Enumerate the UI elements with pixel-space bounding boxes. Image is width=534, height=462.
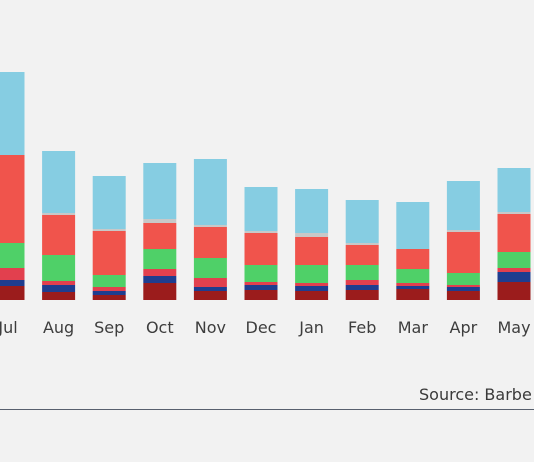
bar-segment-sep-3 — [92, 275, 126, 287]
bar-segment-sep-2 — [92, 287, 126, 291]
bar-segment-sep-6 — [92, 176, 126, 229]
x-tick-label-feb: Feb — [348, 318, 376, 337]
source-note: Source: Barbe — [419, 385, 532, 404]
bar-segment-feb-6 — [345, 200, 379, 243]
bar-segment-oct-3 — [143, 249, 177, 269]
bar-segment-apr-5 — [446, 230, 480, 232]
bar-segment-jul-6 — [0, 72, 25, 155]
bar-segment-nov-2 — [193, 278, 227, 287]
bar-segment-dec-3 — [244, 265, 278, 282]
bar-segment-feb-5 — [345, 243, 379, 245]
bar-segment-dec-2 — [244, 282, 278, 285]
x-tick-label-apr: Apr — [450, 318, 478, 337]
bar-segment-oct-5 — [143, 219, 177, 223]
bar-segment-mar-3 — [396, 269, 430, 283]
bar-segment-aug-6 — [42, 151, 76, 213]
x-tick-label-may: May — [497, 318, 530, 337]
bar-segment-mar-6 — [396, 202, 430, 249]
bar-segment-nov-5 — [193, 225, 227, 227]
bar-segment-mar-4 — [396, 249, 430, 269]
bar-segment-nov-4 — [193, 227, 227, 258]
bar-segment-dec-4 — [244, 233, 278, 265]
bar-segment-may-0 — [497, 282, 531, 300]
bar-segment-oct-4 — [143, 223, 177, 249]
bar-segment-may-4 — [497, 214, 531, 252]
footer-divider — [0, 409, 534, 410]
bar-segment-oct-2 — [143, 269, 177, 276]
bar-segment-aug-1 — [42, 285, 76, 292]
bar-segment-feb-0 — [345, 290, 379, 300]
bar-segment-jan-4 — [295, 237, 329, 265]
bar-segment-aug-0 — [42, 292, 76, 300]
bar-segment-may-3 — [497, 252, 531, 268]
bar-segment-nov-0 — [193, 291, 227, 300]
x-tick-label-dec: Dec — [246, 318, 277, 337]
bar-segment-feb-4 — [345, 245, 379, 265]
bar-segment-feb-2 — [345, 280, 379, 285]
x-tick-label-nov: Nov — [195, 318, 226, 337]
bar-segment-nov-1 — [193, 287, 227, 291]
bar-segment-apr-4 — [446, 232, 480, 273]
bar-segment-apr-3 — [446, 273, 480, 285]
x-tick-label-jul: Jul — [0, 318, 18, 337]
bar-segment-oct-1 — [143, 276, 177, 283]
x-axis-tick-labels: Jul Aug Sep Oct Nov Dec Jan Feb Mar Apr May — [0, 318, 531, 337]
bar-segment-jan-0 — [295, 291, 329, 300]
bar-segment-feb-1 — [345, 285, 379, 290]
bar-segment-sep-4 — [92, 231, 126, 275]
bar-segment-aug-2 — [42, 281, 76, 285]
bar-segment-aug-4 — [42, 215, 76, 255]
bar-segment-aug-3 — [42, 255, 76, 281]
x-tick-label-jan: Jan — [298, 318, 324, 337]
bar-segment-may-1 — [497, 272, 531, 282]
bar-segment-apr-1 — [446, 287, 480, 291]
bar-segment-jul-1 — [0, 280, 25, 286]
bar-segment-jan-6 — [295, 189, 329, 233]
bar-segment-mar-1 — [396, 286, 430, 289]
bar-segment-apr-0 — [446, 291, 480, 300]
bar-segment-sep-1 — [92, 291, 126, 295]
bar-segment-nov-6 — [193, 159, 227, 225]
bar-segment-apr-6 — [446, 181, 480, 230]
bar-segment-jul-3 — [0, 243, 25, 268]
bar-segment-dec-0 — [244, 290, 278, 300]
bars-layer — [0, 72, 531, 300]
bar-segment-oct-6 — [143, 163, 177, 219]
bar-segment-may-6 — [497, 168, 531, 212]
bar-segment-jul-0 — [0, 286, 25, 300]
bar-segment-dec-6 — [244, 187, 278, 231]
bar-segment-jan-5 — [295, 233, 329, 237]
bar-segment-oct-0 — [143, 283, 177, 300]
bar-segment-feb-3 — [345, 265, 379, 280]
bar-segment-may-2 — [497, 268, 531, 272]
bar-segment-sep-0 — [92, 295, 126, 300]
bar-segment-mar-0 — [396, 289, 430, 300]
x-tick-label-oct: Oct — [146, 318, 174, 337]
bar-segment-dec-5 — [244, 231, 278, 233]
bar-segment-apr-2 — [446, 285, 480, 287]
bar-segment-may-5 — [497, 212, 531, 214]
x-tick-label-sep: Sep — [94, 318, 124, 337]
bar-segment-nov-3 — [193, 258, 227, 278]
x-tick-label-aug: Aug — [43, 318, 74, 337]
bar-segment-jan-1 — [295, 286, 329, 291]
bar-segment-jan-2 — [295, 283, 329, 286]
bar-segment-jul-4 — [0, 155, 25, 243]
bar-segment-jan-3 — [295, 265, 329, 283]
bar-segment-sep-5 — [92, 229, 126, 231]
x-tick-label-mar: Mar — [398, 318, 429, 337]
bar-segment-jul-2 — [0, 268, 25, 280]
bar-segment-aug-5 — [42, 213, 76, 215]
bar-segment-mar-2 — [396, 283, 430, 286]
bar-segment-dec-1 — [244, 285, 278, 290]
